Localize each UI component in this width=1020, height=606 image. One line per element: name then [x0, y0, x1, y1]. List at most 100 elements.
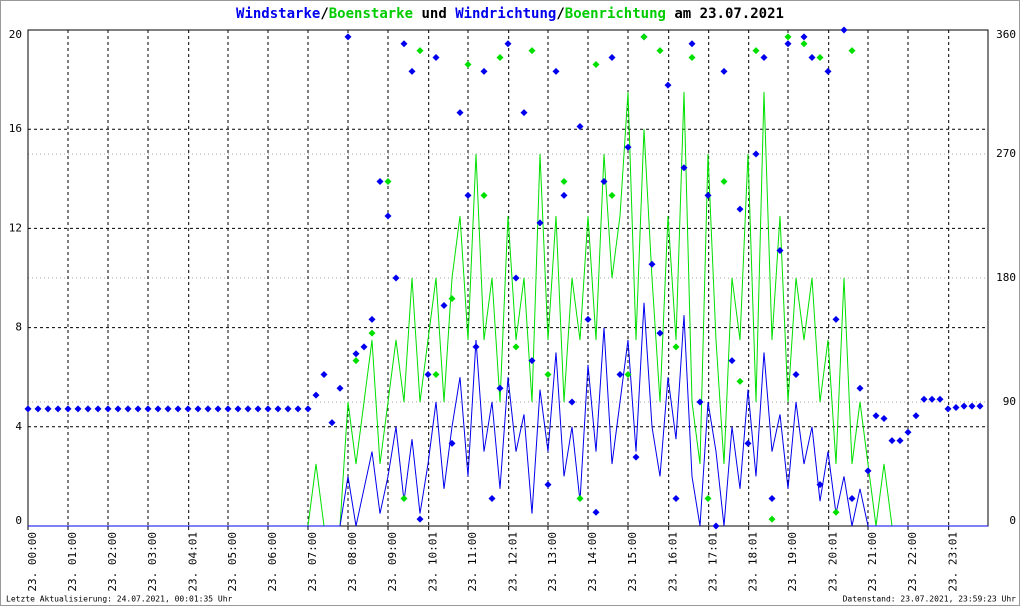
direction-point — [104, 405, 112, 413]
direction-point — [672, 343, 680, 351]
direction-point — [832, 315, 840, 323]
x-tick-label: 23. 21:00 — [866, 532, 879, 592]
direction-point — [784, 33, 792, 41]
direction-point — [840, 26, 848, 34]
x-tick-label: 23. 09:00 — [386, 532, 399, 592]
direction-point — [244, 405, 252, 413]
y2-tick-label: 180 — [996, 271, 1016, 284]
y2-tick-label: 90 — [1003, 395, 1016, 408]
title-part: Boenstarke — [329, 6, 413, 22]
y-tick-label: 0 — [15, 514, 22, 527]
plot-frame — [27, 29, 989, 527]
direction-point — [384, 178, 392, 186]
direction-point — [294, 405, 302, 413]
direction-point — [816, 481, 824, 489]
direction-point — [384, 212, 392, 220]
title-part: / — [320, 6, 328, 22]
direction-point — [568, 398, 576, 406]
direction-point — [448, 295, 456, 303]
direction-point — [704, 494, 712, 502]
x-tick-label: 23. 19:00 — [786, 532, 799, 592]
direction-point — [528, 47, 536, 55]
direction-point — [400, 494, 408, 502]
y-tick-label: 16 — [9, 122, 22, 135]
direction-point — [752, 150, 760, 158]
x-tick-label: 23. 04:01 — [187, 532, 200, 592]
footer-updated: Letzte Aktualisierung: 24.07.2021, 00:01… — [6, 595, 233, 604]
direction-point — [488, 494, 496, 502]
direction-point — [408, 67, 416, 75]
direction-point — [480, 191, 488, 199]
direction-point — [624, 143, 632, 151]
direction-point — [184, 405, 192, 413]
direction-point — [832, 508, 840, 516]
direction-point — [960, 402, 968, 410]
x-tick-label: 23. 01:00 — [66, 532, 79, 592]
direction-point — [94, 405, 102, 413]
direction-point — [784, 40, 792, 48]
direction-point — [448, 439, 456, 447]
direction-point — [792, 370, 800, 378]
direction-point — [432, 54, 440, 62]
direction-point — [34, 405, 42, 413]
y2-tick-label: 0 — [1009, 514, 1016, 527]
direction-point — [254, 405, 262, 413]
x-tick-label: 23. 13:00 — [546, 532, 559, 592]
y2-tick-label: 270 — [996, 147, 1016, 160]
direction-point — [592, 60, 600, 68]
direction-point — [800, 33, 808, 41]
direction-point — [44, 405, 52, 413]
direction-point — [848, 47, 856, 55]
title-part: am 23.07.2021 — [666, 6, 784, 22]
direction-point — [560, 178, 568, 186]
direction-point — [576, 494, 584, 502]
direction-point — [816, 54, 824, 62]
direction-point — [64, 405, 72, 413]
direction-point — [274, 405, 282, 413]
direction-point — [800, 40, 808, 48]
x-tick-label: 23. 08:00 — [346, 532, 359, 592]
title-part: Windstarke — [236, 6, 320, 22]
direction-point — [496, 384, 504, 392]
x-tick-label: 23. 07:00 — [306, 532, 319, 592]
direction-point — [672, 494, 680, 502]
direction-point — [424, 370, 432, 378]
direction-point — [304, 405, 312, 413]
direction-point — [472, 343, 480, 351]
direction-point — [864, 467, 872, 475]
direction-point — [760, 54, 768, 62]
direction-point — [544, 370, 552, 378]
direction-point — [194, 405, 202, 413]
direction-point — [360, 343, 368, 351]
direction-point — [24, 405, 32, 413]
direction-point — [872, 412, 880, 420]
direction-point — [84, 405, 92, 413]
direction-point — [54, 405, 62, 413]
direction-point — [440, 302, 448, 310]
direction-point — [456, 109, 464, 117]
direction-point — [336, 384, 344, 392]
direction-point — [696, 398, 704, 406]
direction-point — [880, 415, 888, 423]
direction-point — [768, 494, 776, 502]
direction-point — [936, 395, 944, 403]
title-part: Windrichtung — [455, 6, 556, 22]
direction-point — [464, 191, 472, 199]
direction-point — [912, 412, 920, 420]
direction-point — [776, 246, 784, 254]
direction-point — [74, 405, 82, 413]
direction-point — [640, 33, 648, 41]
direction-point — [688, 40, 696, 48]
direction-point — [320, 370, 328, 378]
direction-point — [664, 81, 672, 89]
direction-point — [174, 405, 182, 413]
direction-point — [856, 384, 864, 392]
x-tick-label: 23. 16:01 — [667, 532, 680, 592]
direction-point — [552, 67, 560, 75]
direction-point — [544, 481, 552, 489]
direction-point — [848, 494, 856, 502]
direction-point — [752, 47, 760, 55]
x-tick-label: 23. 11:00 — [466, 532, 479, 592]
title-part: Boenrichtung — [565, 6, 666, 22]
